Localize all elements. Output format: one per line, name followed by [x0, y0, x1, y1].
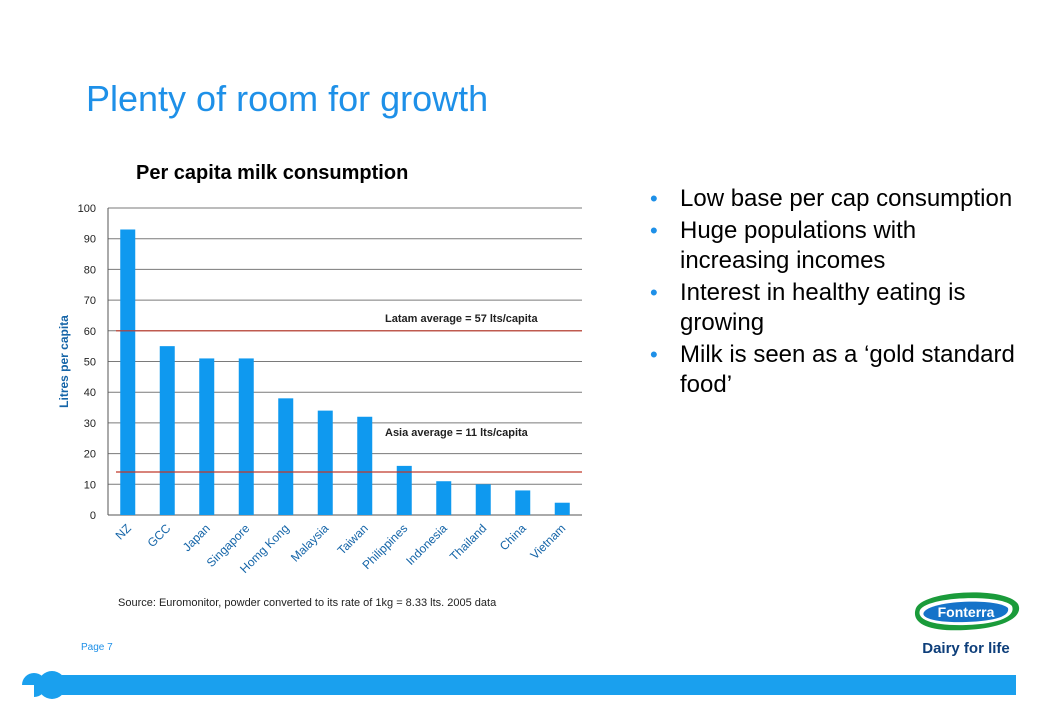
- bar: [159, 346, 175, 515]
- bar: [199, 358, 215, 515]
- bar: [515, 490, 531, 515]
- y-tick-label: 0: [90, 510, 96, 522]
- x-tick-label: China: [497, 521, 529, 553]
- bullet-dot-icon: •: [650, 218, 658, 243]
- bullet-text: Milk is seen as a ‘gold standard food’: [680, 341, 1015, 398]
- bar: [278, 398, 294, 515]
- x-tick-label: NZ: [113, 521, 134, 542]
- bullet-dot-icon: •: [650, 186, 658, 211]
- bar: [317, 410, 333, 515]
- bullet-list: • Low base per cap consumption • Huge popu…: [648, 184, 1018, 402]
- fonterra-logo: Fonterra Dairy for life: [914, 592, 1020, 657]
- logo-blue-shape: [923, 601, 1009, 623]
- y-tick-label: 50: [84, 357, 96, 369]
- footer-cutout: [20, 685, 34, 700]
- bar: [238, 358, 254, 515]
- x-tick-label: Japan: [180, 521, 213, 554]
- y-tick-label: 20: [84, 449, 96, 461]
- logo-tagline-text: Dairy for life: [922, 640, 1010, 657]
- y-tick-label: 30: [84, 418, 96, 430]
- x-tick-label: Taiwan: [335, 521, 371, 557]
- page-number: Page 7: [81, 642, 113, 653]
- bullet-item: • Low base per cap consumption: [648, 184, 1018, 214]
- bar: [357, 416, 373, 515]
- slide-title: Plenty of room for growth: [86, 78, 489, 119]
- bullet-dot-icon: •: [650, 342, 658, 367]
- y-tick-label: 40: [84, 387, 96, 399]
- y-tick-label: 70: [84, 295, 96, 307]
- bar: [396, 465, 412, 515]
- reference-line-label: Latam average = 57 lts/capita: [385, 313, 538, 325]
- chart-title: Per capita milk consumption: [136, 162, 409, 184]
- y-tick-label: 60: [84, 326, 96, 338]
- bar: [120, 229, 136, 516]
- y-tick-label: 10: [84, 479, 96, 491]
- bullet-dot-icon: •: [650, 280, 658, 305]
- bullet-text: Low base per cap consumption: [680, 185, 1013, 212]
- y-tick-label: 100: [78, 203, 96, 215]
- bar: [554, 502, 570, 515]
- x-tick-label: Vietnam: [527, 521, 568, 562]
- x-tick-label: Malaysia: [288, 521, 332, 565]
- bullet-item: • Huge populations with increasing income…: [648, 216, 1018, 276]
- bar: [475, 484, 491, 515]
- footer-stripe: [62, 675, 1016, 695]
- y-tick-label: 80: [84, 264, 96, 276]
- y-tick-label: 90: [84, 234, 96, 246]
- source-note: Source: Euromonitor, powder converted to…: [118, 597, 497, 609]
- x-tick-label: GCC: [145, 521, 174, 550]
- bullet-item: • Interest in healthy eating is growing: [648, 278, 1018, 338]
- bar: [436, 481, 452, 515]
- footer-circle-icon: [38, 671, 66, 699]
- bullet-text: Interest in healthy eating is growing: [680, 279, 966, 336]
- x-tick-label: Thailand: [447, 521, 489, 563]
- bullet-text: Huge populations with increasing incomes: [680, 217, 917, 274]
- y-axis-label: Litres per capita: [57, 315, 71, 408]
- footer-bar: [20, 671, 1016, 700]
- reference-line-label: Asia average = 11 lts/capita: [385, 427, 529, 439]
- logo-brand-text: Fonterra: [938, 604, 995, 620]
- x-tick-label: Indonesia: [403, 521, 450, 568]
- bullet-item: • Milk is seen as a ‘gold standard food’: [648, 340, 1018, 400]
